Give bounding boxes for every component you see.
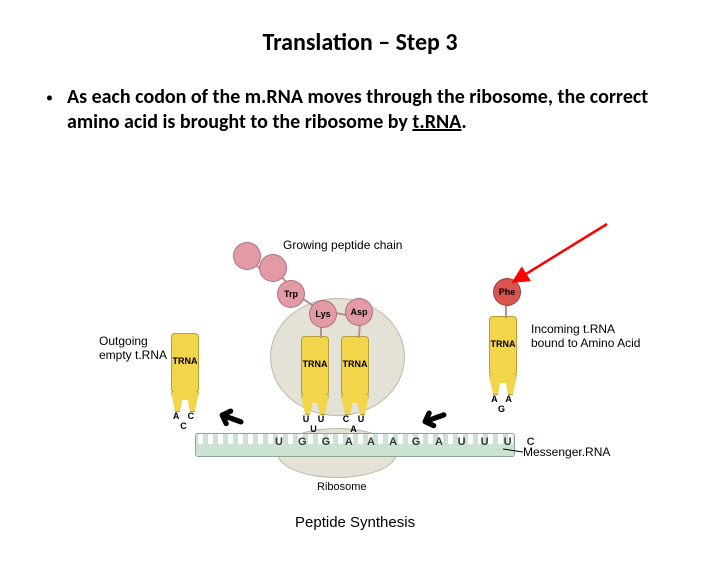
anticodon: A C C [167,411,203,431]
bullet-item: • As each codon of the m.RNA moves throu… [46,85,674,135]
aa-to-trna [505,304,507,318]
amino-acid: Lys [309,300,337,328]
label-growing-chain: Growing peptide chain [283,238,402,252]
diagram-caption: Peptide Synthesis [295,514,415,531]
amino-acid [233,242,261,270]
amino-acid: Trp [277,280,305,308]
bullet-text: As each codon of the m.RNA moves through… [67,85,674,135]
label-messenger: Messenger.RNA [523,445,610,459]
amino-acid: Asp [345,298,373,326]
bullet-post: . [461,110,466,134]
slide-title: Translation – Step 3 [0,28,720,57]
anticodon: A A G [485,394,521,414]
label-incoming: Incoming t.RNA bound to Amino Acid [531,322,640,350]
anticodon: U U U [297,414,333,434]
trna-label: TRNA [302,337,328,369]
trna-outgoing: TRNA A C C [167,333,203,419]
messenger-pointer [501,445,525,457]
bullet-underlined: t.RNA [412,110,461,134]
trna-incoming: TRNA A A G [485,316,521,402]
label-outgoing: Outgoing empty t.RNA [99,334,167,362]
pointer-arrow-icon [485,220,625,300]
bullet-pre: As each codon of the m.RNA moves through… [67,85,648,134]
trna-label: TRNA [172,334,198,366]
trna-label: TRNA [342,337,368,369]
anticodon: C U A [337,414,373,434]
bullet-marker: • [46,89,53,106]
ribosome-label: Ribosome [317,481,367,493]
trna-a-site: TRNA C U A [337,336,373,422]
trna-label: TRNA [490,317,516,349]
trna-p-site: TRNA U U U [297,336,333,422]
amino-acid [259,254,287,282]
diagram-stage: Ribosome U G G A A A G A U U U C Growing… [105,238,615,558]
